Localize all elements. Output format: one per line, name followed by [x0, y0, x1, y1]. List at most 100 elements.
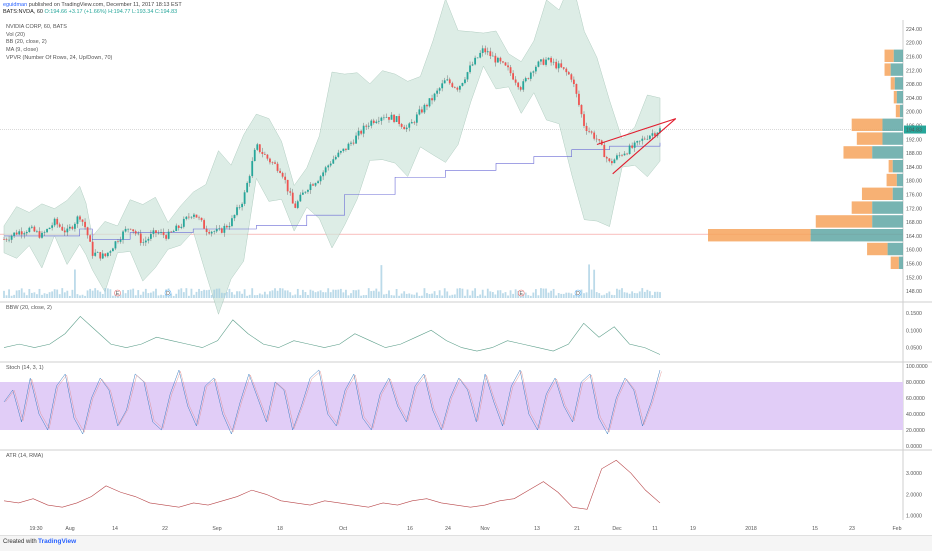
volume-bar	[466, 289, 469, 298]
atr-label[interactable]: ATR (14, RMA)	[6, 453, 44, 459]
candle-body	[213, 231, 216, 232]
volume-bar	[177, 289, 180, 298]
volume-bar	[433, 291, 436, 298]
volume-bar	[122, 289, 124, 298]
atr-pane[interactable]: 3.0000 2.0000 1.0000	[3, 459, 922, 520]
candle-body	[355, 135, 357, 144]
candle-body	[74, 223, 76, 229]
candle-body	[41, 232, 43, 238]
candle-body	[479, 52, 482, 58]
candle-body	[251, 161, 254, 177]
candle-body	[623, 153, 626, 156]
volume-bar	[636, 293, 639, 298]
price-tick-label: 152.00	[906, 275, 922, 281]
volume-bar	[203, 289, 205, 298]
volume-bar	[517, 290, 520, 298]
volume-bar	[58, 294, 61, 298]
volume-bar	[656, 291, 659, 298]
candle-body	[405, 127, 408, 130]
volume-bar	[243, 289, 246, 298]
candle-body	[48, 227, 51, 230]
candle-body	[347, 143, 350, 150]
volume-bar	[623, 292, 626, 298]
volume-bar	[598, 293, 601, 298]
candle-body	[109, 251, 112, 253]
volume-bar	[585, 292, 588, 298]
event-marker	[517, 289, 525, 297]
bbw-label[interactable]: BBW (20, close, 2)	[6, 305, 52, 311]
volume-bar	[441, 295, 444, 298]
candle-body	[608, 158, 611, 162]
tradingview-logo[interactable]: TradingView	[38, 538, 77, 545]
volume-bar	[365, 295, 368, 298]
candle-body	[638, 140, 641, 142]
vpvr-up-bar	[895, 104, 900, 118]
candle-body	[593, 132, 596, 139]
candle-body	[567, 72, 570, 75]
candle-body	[446, 79, 449, 81]
time-axis[interactable]: 19:30 Aug 14 22 Sep 18 Oct 16 24 Nov 13 21 Dec 11 19 20…	[30, 526, 902, 532]
candle-body	[545, 59, 547, 65]
candle-body	[139, 233, 142, 243]
candle-body	[8, 239, 10, 241]
volume-bar	[23, 292, 26, 298]
volume-bar	[289, 292, 292, 298]
candle-body	[628, 145, 631, 155]
volume-bar	[276, 290, 279, 298]
price-tick-label: 176.00	[906, 193, 922, 199]
volume-bar	[659, 292, 661, 298]
candle-body	[155, 230, 157, 234]
candle-body	[603, 144, 606, 158]
candle-body	[504, 62, 507, 66]
candle-body	[294, 203, 297, 208]
footer-bar: Created with TradingView	[0, 535, 932, 551]
volume-bar	[600, 295, 603, 298]
volume-bar	[509, 290, 512, 298]
volume-bar	[112, 295, 114, 298]
candle-body	[167, 231, 170, 239]
price-tick-label: 200.00	[906, 110, 922, 116]
volume-bar	[337, 289, 340, 298]
legend-bb[interactable]: BB (20, close, 2)	[6, 39, 47, 46]
bbw-pane[interactable]: 0.1500 0.1000 0.0500	[3, 311, 922, 355]
candle-body	[517, 82, 520, 88]
candle-body	[631, 145, 634, 148]
legend-ma[interactable]: MA (9, close)	[6, 47, 39, 54]
author-link[interactable]: eguidman	[3, 2, 28, 8]
vpvr-up-bar	[708, 229, 811, 242]
candle-body	[284, 176, 287, 180]
volume-bar	[185, 288, 188, 298]
candle-body	[263, 153, 266, 155]
time-tick-label: 14	[112, 526, 118, 532]
vpvr-down-bar	[882, 132, 903, 145]
stoch-label[interactable]: Stoch (14, 3, 1)	[6, 365, 44, 371]
volume-bar	[114, 294, 117, 298]
bbw-tick-label: 0.0500	[906, 346, 922, 352]
volume-bar	[246, 295, 249, 298]
stoch-pane[interactable]: 100.0000 80.0000 60.0000 40.0000 20.0000 0.00…	[0, 364, 928, 450]
volume-bar	[507, 295, 509, 298]
stoch-band	[0, 382, 903, 430]
volume-bar	[400, 293, 403, 298]
volume-bar	[613, 295, 616, 298]
legend-vol[interactable]: Vol (20)	[6, 31, 25, 38]
vpvr-down-bar	[893, 49, 903, 63]
volume-bar	[137, 290, 140, 298]
volume-bar	[76, 294, 79, 298]
volume-bar	[134, 295, 137, 298]
candle-body	[522, 81, 525, 90]
legend-title[interactable]: NVIDIA CORP, 60, BATS	[6, 24, 67, 30]
candle-body	[413, 122, 416, 123]
candle-body	[274, 162, 276, 164]
legend-vpvr[interactable]: VPVR (Number Of Rows, 24, Up/Down, 70)	[6, 54, 113, 61]
candle-body	[210, 231, 213, 234]
candle-body	[317, 181, 319, 184]
main-price-pane[interactable]: 224.00 220.00 216.00 212.00 208.00 204.00 200.…	[0, 0, 926, 316]
candle-body	[519, 87, 522, 90]
volume-bar	[408, 293, 411, 298]
time-tick-label: 2018	[745, 526, 757, 532]
volume-bar	[43, 293, 46, 298]
time-tick-label: 15	[812, 526, 818, 532]
volume-bar	[53, 289, 56, 298]
